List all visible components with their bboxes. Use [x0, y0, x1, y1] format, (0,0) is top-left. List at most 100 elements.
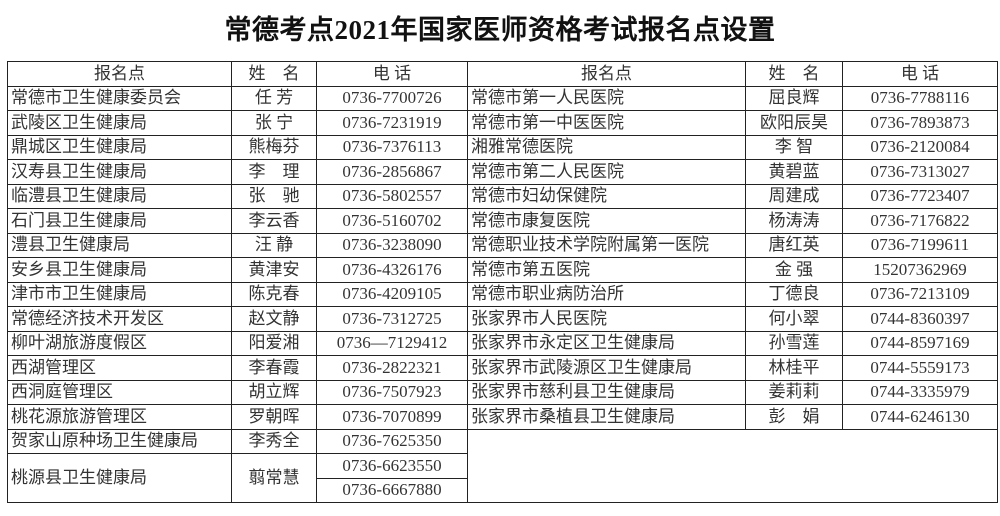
site-cell: 澧县卫生健康局: [7, 232, 232, 258]
site-cell: 常德经济技术开发区: [7, 306, 232, 332]
table-row: 西湖管理区 李春霞 0736-2822321 张家界市武陵源区卫生健康局 林桂平 0744…: [7, 355, 998, 381]
phone-cell: 0744-3335979: [842, 379, 998, 405]
name-cell: 熊梅芬: [231, 134, 317, 160]
phone-cell: 0744-6246130: [842, 404, 998, 430]
table-row: 武陵区卫生健康局张 宁 0736-7231919 常德市第一中医医院 欧阳辰昊 0736…: [7, 110, 998, 136]
name-cell: 彭 娟: [745, 404, 843, 430]
phone-cell: 0736-2120084: [842, 134, 998, 160]
name-cell: 汪 静: [231, 232, 317, 258]
phone-cell: 0736-7700726: [316, 85, 468, 111]
phone-cell: 0736-3238090: [316, 232, 468, 258]
site-cell: 湘雅常德医院: [467, 134, 746, 160]
name-cell: 胡立辉: [231, 379, 317, 405]
name-cell: 陈克春: [231, 281, 317, 307]
table-row: 贺家山原种场卫生健康局 李秀全 0736-7625350: [7, 428, 998, 503]
table-row: 桃源县卫生健康局 翦常慧 0736-6623550: [7, 453, 998, 503]
name-cell: 李秀全: [231, 428, 317, 454]
site-cell: 常德市第一人民医院: [467, 85, 746, 111]
name-cell: 任 芳: [231, 85, 317, 111]
name-cell: 唐红英: [745, 232, 843, 258]
name-cell: 丁德良: [745, 281, 843, 307]
site-cell: 武陵区卫生健康局: [7, 110, 232, 136]
site-cell: 柳叶湖旅游度假区: [7, 330, 232, 356]
name-cell: 林桂平: [745, 355, 843, 381]
site-cell: 临澧县卫生健康局: [7, 183, 232, 209]
phone-cell: 15207362969: [842, 257, 998, 283]
name-cell: 罗朝晖: [231, 404, 317, 430]
table-row: 0736-6667880: [8, 477, 998, 503]
registration-sites-table: 报名点姓 名电 话报名点姓 名电 话常德市卫生健康委员会任 芳 0736-7700…: [7, 61, 998, 503]
header-site: 报名点: [7, 61, 232, 87]
document-title: 常德考点2021年国家医师资格考试报名点设置: [224, 15, 776, 45]
name-cell: 李云香: [231, 208, 317, 234]
phone-cell: 0736-7070899: [316, 404, 468, 430]
name-cell: 李 智: [745, 134, 843, 160]
name-cell: 翦常慧: [231, 453, 317, 503]
name-cell: 姜莉莉: [745, 379, 843, 405]
site-cell: 常德市第一中医医院: [467, 110, 746, 136]
site-cell: 常德市第五医院: [467, 257, 746, 283]
empty-cell: [467, 428, 998, 503]
site-cell: 贺家山原种场卫生健康局: [7, 428, 232, 454]
phone-cell: 0736-7788116: [842, 85, 998, 111]
site-cell: 西洞庭管理区: [7, 379, 232, 405]
header-phone: 电 话: [316, 61, 468, 87]
table-row: 常德市卫生健康委员会任 芳 0736-7700726 常德市第一人民医院 屈良辉 073…: [7, 85, 998, 111]
table-row: 常德经济技术开发区 赵文静 0736-7312725 张家界市人民医院 何小翠 0744-…: [7, 306, 998, 332]
site-cell: 汉寿县卫生健康局: [7, 159, 232, 185]
table-row: 桃花源旅游管理区 罗朝晖 0736-7070899 张家界市桑植县卫生健康局彭 娟 07…: [7, 404, 998, 430]
phone-cell: 0736-7231919: [316, 110, 468, 136]
name-cell: 黄碧蓝: [745, 159, 843, 185]
site-cell: 张家界市慈利县卫生健康局: [467, 379, 746, 405]
site-cell: 鼎城区卫生健康局: [7, 134, 232, 160]
site-cell: 桃源县卫生健康局: [7, 453, 232, 503]
site-cell: 常德职业技术学院附属第一医院: [467, 232, 746, 258]
name-cell: 何小翠: [745, 306, 843, 332]
site-cell: 安乡县卫生健康局: [7, 257, 232, 283]
name-cell: 金 强: [745, 257, 843, 283]
site-cell: 常德市卫生健康委员会: [7, 85, 232, 111]
name-cell: 周建成: [745, 183, 843, 209]
phone-cell: 0736-7893873: [842, 110, 998, 136]
header-name: 姓 名: [231, 61, 317, 87]
phone-cell: 0736-7312725: [316, 306, 468, 332]
phone-cell: 0736-2822321: [316, 355, 468, 381]
name-cell: 欧阳辰昊: [745, 110, 843, 136]
table-row: 鼎城区卫生健康局 熊梅芬 0736-7376113 湘雅常德医院李 智 0736-212…: [7, 134, 998, 160]
site-cell: 张家界市人民医院: [467, 306, 746, 332]
site-cell: 西湖管理区: [7, 355, 232, 381]
phone-cell: 0744-8597169: [842, 330, 998, 356]
table-row: 临澧县卫生健康局张 驰 0736-5802557 常德市妇幼保健院 周建成 0736-7…: [7, 183, 998, 209]
phone-cell: 0744-8360397: [842, 306, 998, 332]
name-cell: 李 理: [231, 159, 317, 185]
site-cell: 常德市职业病防治所: [467, 281, 746, 307]
header-name: 姓 名: [745, 61, 843, 87]
site-cell: 常德市妇幼保健院: [467, 183, 746, 209]
site-cell: 常德市康复医院: [467, 208, 746, 234]
site-cell: 常德市第二人民医院: [467, 159, 746, 185]
name-cell: 李春霞: [231, 355, 317, 381]
table-row: 柳叶湖旅游度假区 阳爱湘 0736—7129412 张家界市永定区卫生健康局 孙雪莲 07…: [7, 330, 998, 356]
table-row: 澧县卫生健康局汪 静 0736-3238090 常德职业技术学院附属第一医院 唐红英 0…: [7, 232, 998, 258]
name-cell: 张 驰: [231, 183, 317, 209]
phone-cell: 0736—7129412: [316, 330, 468, 356]
site-cell: 张家界市永定区卫生健康局: [467, 330, 746, 356]
phone-cell: 0736-7625350: [316, 428, 468, 454]
name-cell: 赵文静: [231, 306, 317, 332]
table-row: 西洞庭管理区 胡立辉 0736-7507923 张家界市慈利县卫生健康局 姜莉莉 0744…: [7, 379, 998, 405]
site-cell: 张家界市桑植县卫生健康局: [467, 404, 746, 430]
header-site: 报名点: [467, 61, 746, 87]
phone-cell: 0736-7176822: [842, 208, 998, 234]
phone-cell: 0736-4326176: [316, 257, 468, 283]
phone-cell: 0736-5802557: [316, 183, 468, 209]
table-row: 石门县卫生健康局 李云香 0736-5160702 常德市康复医院 杨涛涛 0736-71…: [7, 208, 998, 234]
phone-cell: 0736-7723407: [842, 183, 998, 209]
phone-cell: 0736-7213109: [842, 281, 998, 307]
phone-cell: 0736-7313027: [842, 159, 998, 185]
phone-cell: 0736-7376113: [316, 134, 468, 160]
phone-cell: 0736-5160702: [316, 208, 468, 234]
phone-cell: 0736-7199611: [842, 232, 998, 258]
site-cell: 津市市卫生健康局: [7, 281, 232, 307]
phone-cell: 0736-6667880: [316, 477, 468, 503]
header-row: 报名点姓 名电 话报名点姓 名电 话: [7, 61, 998, 87]
